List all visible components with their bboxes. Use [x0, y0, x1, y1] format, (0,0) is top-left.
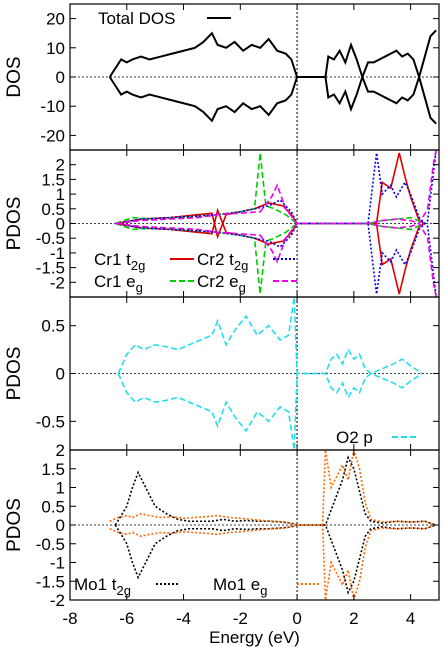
y-tick-label: 10	[46, 39, 65, 58]
x-tick-label: 2	[349, 609, 358, 628]
y-tick-label: 0	[56, 215, 65, 234]
series-1-down-line	[115, 207, 426, 295]
series-1-down-line	[114, 524, 437, 595]
y-tick-label: -0.5	[36, 412, 65, 431]
y-tick-label: -20	[40, 126, 65, 145]
panel-1: 20 10 0 -10 -20 DOS Total DOS	[4, 3, 440, 151]
y-tick-label: -1.5	[36, 259, 65, 278]
y-tick-label: 1	[56, 479, 65, 498]
x-tick-label: -8	[62, 609, 77, 628]
series-1-down-line	[108, 73, 437, 125]
series-3-down-line	[115, 150, 437, 295]
y-tick-label: -0.5	[36, 229, 65, 248]
legend-label: Cr1 t2g	[94, 250, 145, 273]
y-tick-label: 2	[56, 156, 65, 175]
y-tick-label: -10	[40, 97, 65, 116]
y-tick-label: -1.5	[36, 572, 65, 591]
x-tick-label: 0	[292, 609, 301, 628]
x-tick-label: -6	[119, 609, 134, 628]
y-tick-label: 2	[56, 441, 65, 460]
legend-label: Total DOS	[98, 9, 175, 28]
x-tick-label: -4	[176, 609, 191, 628]
y-tick-label: 20	[46, 10, 65, 29]
legend-label: Mo1 t2g	[74, 575, 131, 598]
y-tick-label: 1.5	[41, 460, 65, 479]
series-1-down-line	[117, 372, 423, 450]
y-axis-label: PDOS	[4, 498, 25, 552]
y-tick-label: -1	[50, 244, 65, 263]
series-group	[115, 150, 437, 297]
y-tick-label: 0.5	[41, 317, 65, 336]
y-axis-label: PDOS	[4, 197, 25, 251]
series-4-down-line	[115, 150, 437, 264]
series-1-up-line	[108, 29, 437, 81]
y-tick-label: 0	[56, 365, 65, 384]
x-tick-label: 4	[406, 609, 415, 628]
legend: O2 p	[336, 428, 416, 447]
legend-label: Cr2 t2g	[197, 250, 248, 273]
legend-label: O2 p	[336, 428, 373, 447]
y-tick-label: 0	[56, 516, 65, 535]
series-2-up-line	[109, 450, 437, 526]
legend-label: Mo1 eg	[213, 575, 267, 598]
series-group	[108, 29, 437, 125]
legend: Total DOS	[98, 9, 231, 28]
y-tick-label: 0	[56, 68, 65, 87]
y-tick-label: 0.5	[41, 200, 65, 219]
y-tick-label: -0.5	[36, 535, 65, 554]
y-tick-label: 1.5	[41, 170, 65, 189]
legend: Mo1 t2g Mo1 eg	[74, 575, 321, 598]
series-group	[117, 297, 423, 450]
y-axis-label: PDOS	[4, 347, 25, 401]
y-tick-label: 1	[56, 185, 65, 204]
series-3-up-line	[115, 152, 437, 297]
y-tick-label: -2	[50, 273, 65, 292]
series-group	[109, 450, 437, 600]
series-1-up-line	[114, 455, 437, 526]
series-2-down-line	[109, 524, 437, 600]
y-axis-label: DOS	[4, 56, 25, 97]
y-tick-label: 0.5	[41, 497, 65, 516]
x-axis-label: Energy (eV)	[209, 628, 300, 647]
series-1-up-line	[115, 152, 426, 240]
y-tick-label: -2	[50, 591, 65, 610]
x-tick-label: -2	[233, 609, 248, 628]
series-1-up-line	[117, 297, 423, 375]
panel-3: 0.5 0 -0.5 PDOS O2 p	[4, 296, 440, 451]
legend-label: Cr1 eg	[94, 272, 143, 295]
y-tick-label: -1	[50, 554, 65, 573]
legend-label: Cr2 eg	[197, 272, 246, 295]
